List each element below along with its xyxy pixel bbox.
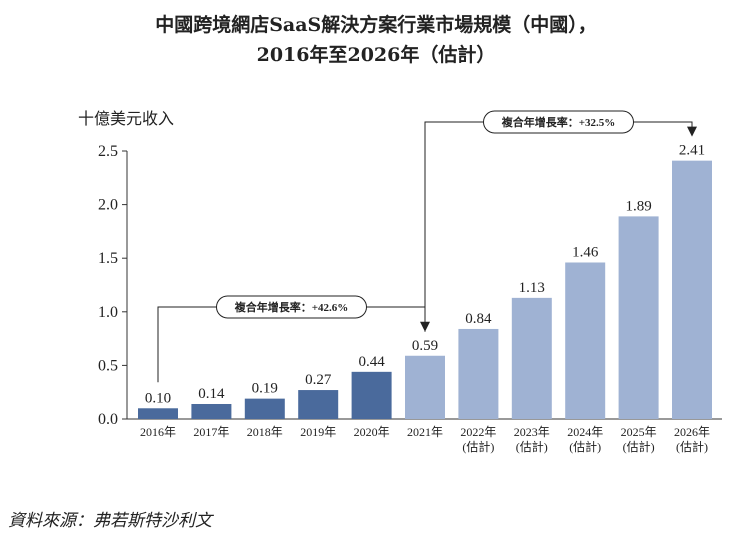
bar-value-label: 0.44 <box>358 354 385 370</box>
x-tick-label: 2019年 <box>300 425 336 439</box>
bar-value-label: 0.14 <box>198 386 225 402</box>
bar-value-label: 0.84 <box>465 311 492 327</box>
y-tick-label: 0.5 <box>98 357 118 374</box>
bar <box>138 408 178 419</box>
x-tick-label: 2026年 <box>674 425 710 439</box>
bar <box>244 398 285 419</box>
bar-value-label: 1.89 <box>625 198 651 214</box>
bar-value-label: 1.46 <box>572 244 599 260</box>
cagr-2021-2026-arrowhead <box>687 126 697 137</box>
bar <box>458 328 499 419</box>
y-tick-label: 0.0 <box>98 411 118 428</box>
x-tick-label: 2016年 <box>140 425 176 439</box>
x-tick-sublabel: (估計) <box>462 439 494 454</box>
bar-value-label: 0.10 <box>145 390 171 406</box>
y-tick-label: 2.5 <box>98 143 118 160</box>
bar <box>672 160 712 419</box>
bar-value-label: 0.27 <box>305 372 332 388</box>
bar <box>405 355 445 419</box>
bar <box>565 262 606 419</box>
bar-chart: 十億美元收入 0.0 0.5 1.0 1.5 2.0 2.5 0.10 2016年 0.14 201… <box>78 110 722 454</box>
x-tick-sublabel: (估計) <box>623 439 655 454</box>
x-tick-label: 2021年 <box>407 425 443 439</box>
bar-value-label: 0.59 <box>412 338 438 354</box>
chart-title-line2: 2016年至2026年（估計） <box>256 44 496 66</box>
x-tick-label: 2024年 <box>567 425 603 439</box>
x-tick-label: 2017年 <box>193 425 229 439</box>
cagr-2016-2021-badge <box>216 295 367 319</box>
y-tick-label: 2.0 <box>98 197 118 214</box>
cagr-2021-2026-label: 複合年增長率：+32.5% <box>501 115 616 129</box>
bar-value-label: 1.13 <box>519 280 545 296</box>
x-tick-label: 2022年 <box>460 425 496 439</box>
x-tick-label: 2018年 <box>247 425 283 439</box>
bar <box>351 371 392 419</box>
chart-title-line1: 中國跨境網店SaaS解決方案行業市場規模（中國）， <box>155 14 597 36</box>
bar-value-label: 0.19 <box>252 381 278 397</box>
bar <box>191 403 232 419</box>
x-tick-label: 2025年 <box>621 425 657 439</box>
y-axis-label: 十億美元收入 <box>78 110 174 128</box>
x-tick-label: 2020年 <box>354 425 390 439</box>
y-tick-label: 1.5 <box>98 250 118 267</box>
x-tick-sublabel: (估計) <box>516 439 548 454</box>
cagr-2021-2026-badge <box>483 110 634 134</box>
x-tick-sublabel: (估計) <box>676 439 708 454</box>
x-tick-label: 2023年 <box>514 425 550 439</box>
bar <box>618 216 659 419</box>
bar <box>511 297 552 419</box>
bar <box>298 390 339 419</box>
x-tick-sublabel: (估計) <box>569 439 601 454</box>
source-note: 資料來源：弗若斯特沙利文 <box>8 511 212 531</box>
bar-value-label: 2.41 <box>679 143 705 159</box>
cagr-2016-2021-label: 複合年增長率：+42.6% <box>234 300 349 314</box>
y-tick-label: 1.0 <box>98 304 118 321</box>
